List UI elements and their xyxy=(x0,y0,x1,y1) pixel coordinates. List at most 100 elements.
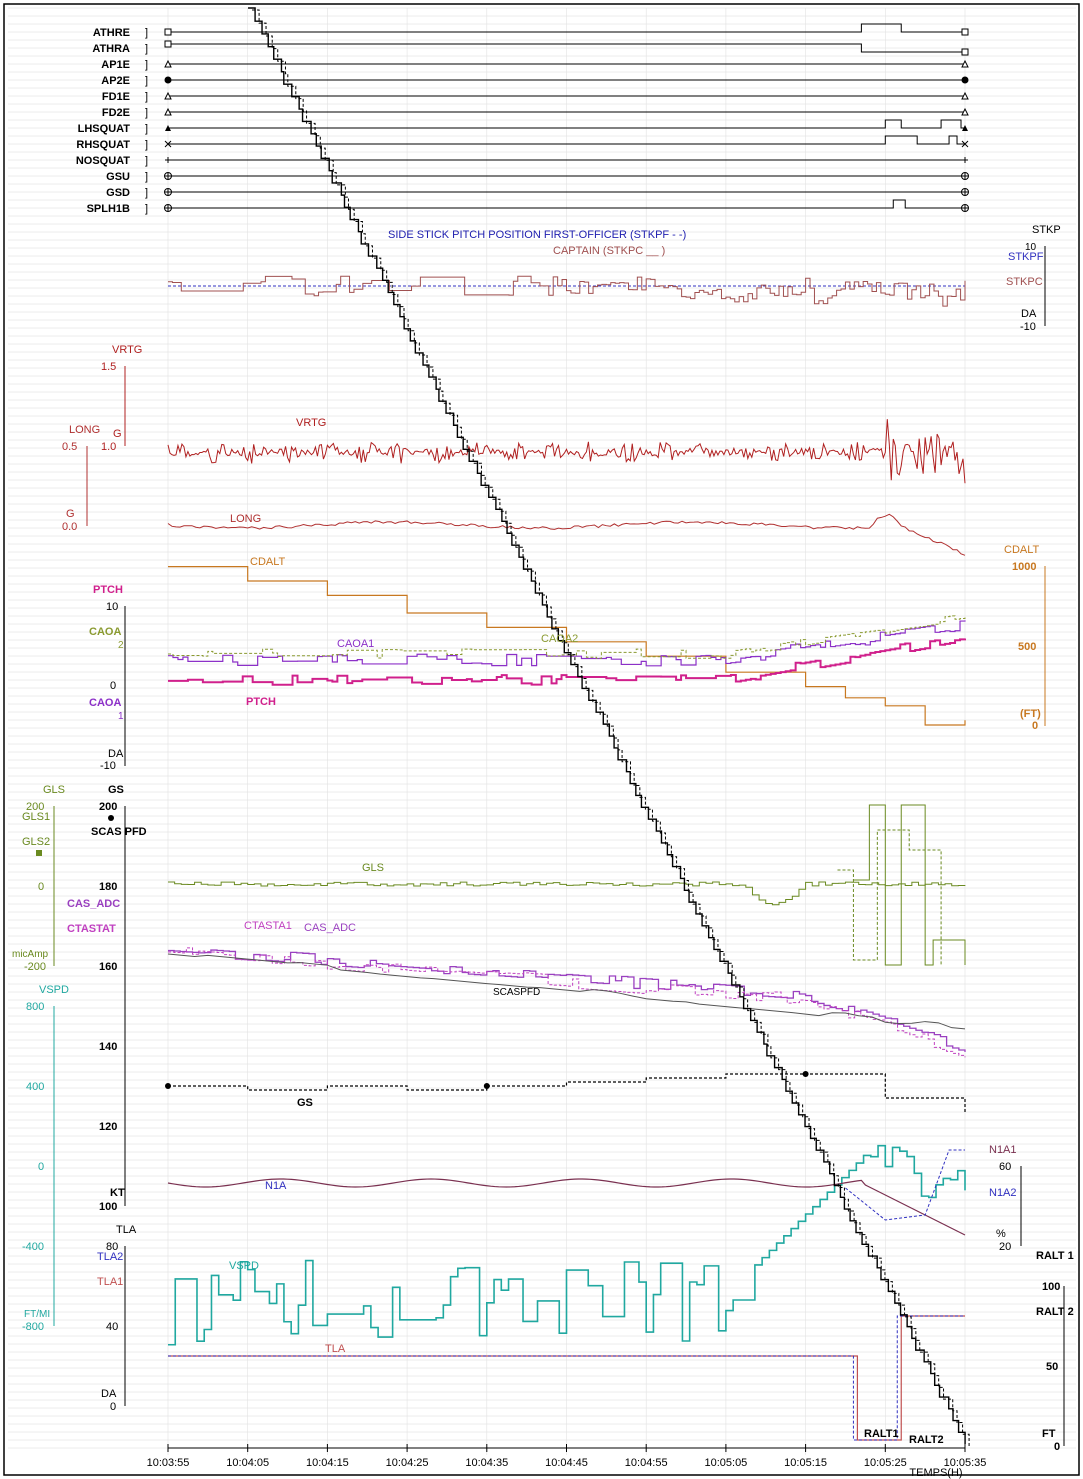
stkp-tick: DA xyxy=(1021,308,1037,320)
vrtg-tick: 1.0 xyxy=(101,441,116,453)
discrete-marker xyxy=(962,189,968,195)
x-tick-label: 10:04:45 xyxy=(545,1457,588,1469)
x-axis: 10:03:55 10:04:05 10:04:15 10:04:25 10:04:35… xyxy=(147,1444,986,1479)
stkpc-trace xyxy=(168,275,966,307)
cas-axis-title: CAS_ADC xyxy=(67,898,120,910)
gs-tick: 160 xyxy=(99,961,117,973)
discrete-marker xyxy=(961,140,969,148)
gls1-trace xyxy=(168,881,966,906)
scas-axis-title: SCAS PFD xyxy=(91,826,147,838)
discrete-marker xyxy=(961,91,969,100)
n1a2-legend: N1A2 xyxy=(989,1187,1017,1199)
gs-tick: 200 xyxy=(99,801,117,813)
x-tick-label: 10:04:35 xyxy=(465,1457,508,1469)
chart-subtitle: CAPTAIN (STKPC __ ) xyxy=(553,245,665,257)
discrete-marker xyxy=(962,125,968,131)
vspd-tick: -800 xyxy=(22,1321,44,1333)
axes: SIDE STICK PITCH POSITION FIRST-OFFICER … xyxy=(12,224,1074,1453)
x-tick-label: 10:05:05 xyxy=(704,1457,747,1469)
traces xyxy=(165,7,970,1446)
gls-tick: -200 xyxy=(24,961,46,973)
cdalt-trace xyxy=(168,566,966,726)
gs-axis-title: GS xyxy=(108,784,124,796)
caoa-tick: 1 xyxy=(118,711,124,722)
long-trace xyxy=(167,513,966,556)
n1-tick: 20 xyxy=(999,1241,1011,1253)
ralt1-series-label: RALT1 xyxy=(864,1428,899,1440)
discrete-label: FD2E xyxy=(102,107,130,119)
discrete-trace xyxy=(168,135,965,145)
cdalt-axis-title: CDALT xyxy=(1004,544,1040,556)
discrete-bracket: ] xyxy=(145,27,148,39)
gls2-trace xyxy=(837,829,942,965)
gs-tick: 120 xyxy=(99,1121,117,1133)
discrete-bracket: ] xyxy=(145,107,148,119)
long-axis-title: LONG xyxy=(69,424,100,436)
x-tick-label: 10:04:15 xyxy=(306,1457,349,1469)
vspd-unit: FT/MI xyxy=(24,1309,50,1320)
gs-tick: 140 xyxy=(99,1041,117,1053)
discrete-bracket: ] xyxy=(145,43,148,55)
cdalt-tick: 0 xyxy=(1032,720,1038,732)
gs-point xyxy=(483,1083,490,1089)
ralt2-series-label: RALT2 xyxy=(909,1434,944,1446)
ctastat-trace xyxy=(168,947,966,1058)
discrete-label: GSD xyxy=(106,187,130,199)
gls-divergence xyxy=(853,804,966,966)
ralt2-legend: RALT 2 xyxy=(1036,1306,1074,1318)
discrete-bracket: ] xyxy=(145,187,148,199)
ptch-tick: 10 xyxy=(106,601,118,613)
gls-series-label: GLS xyxy=(362,862,384,874)
gs-point xyxy=(802,1071,809,1077)
ptch-series-label: PTCH xyxy=(246,696,276,708)
cas-adc-trace xyxy=(168,949,966,1052)
n1-unit: % xyxy=(996,1228,1006,1240)
stkp-tick: -10 xyxy=(1020,321,1036,333)
stkpc-legend: STKPC xyxy=(1006,276,1043,288)
discrete-marker xyxy=(164,59,172,68)
discrete-marker xyxy=(164,91,172,100)
x-tick-label: 10:03:55 xyxy=(147,1457,190,1469)
ralt-tick: 50 xyxy=(1046,1361,1058,1373)
vrtg-unit: G xyxy=(113,428,122,440)
discrete-marker xyxy=(961,59,969,68)
vrtg-series-label: VRTG xyxy=(296,417,326,429)
x-tick-label: 10:05:15 xyxy=(784,1457,827,1469)
gs-point xyxy=(165,1083,171,1089)
n1a1-trace xyxy=(167,1178,966,1236)
ptch-trace xyxy=(168,638,966,686)
vrtg-trace xyxy=(167,419,966,484)
scaspfd-trace xyxy=(167,953,966,1030)
discrete-bracket: ] xyxy=(145,59,148,71)
discrete-marker xyxy=(164,40,172,48)
stkpf-legend: STKPF xyxy=(1008,251,1044,263)
gs-legend-marker xyxy=(108,815,114,821)
discrete-marker xyxy=(962,205,968,211)
ptch-tick: 0 xyxy=(110,680,116,692)
ptch-tick: -10 xyxy=(100,760,116,772)
scaspfd-series-label: SCASPFD xyxy=(493,987,540,998)
discrete-trace xyxy=(168,119,965,129)
discrete-bracket: ] xyxy=(145,91,148,103)
discrete-marker xyxy=(961,107,969,116)
n1a2-trace xyxy=(845,1149,965,1221)
gls1-legend: GLS1 xyxy=(22,811,50,823)
discrete-trace xyxy=(168,23,965,33)
discrete-marker xyxy=(164,140,172,148)
tla-tick: 80 xyxy=(106,1241,118,1253)
ralt-unit: FT xyxy=(1042,1428,1056,1440)
discrete-marker xyxy=(165,157,171,163)
vspd-tick: 800 xyxy=(26,1001,44,1013)
discrete-bracket: ] xyxy=(145,75,148,87)
ralt2-trace xyxy=(252,9,970,1446)
long-tick: 0.0 xyxy=(62,521,77,533)
cdalt-series-label: CDALT xyxy=(250,556,286,568)
vspd-trace xyxy=(168,1144,966,1346)
vspd-tick: 400 xyxy=(26,1081,44,1093)
gs-tick: 100 xyxy=(99,1201,117,1213)
tla2-trace xyxy=(168,1315,965,1441)
x-tick-label: 10:05:25 xyxy=(864,1457,907,1469)
ctasta1-series-label: CTASTA1 xyxy=(244,920,292,932)
